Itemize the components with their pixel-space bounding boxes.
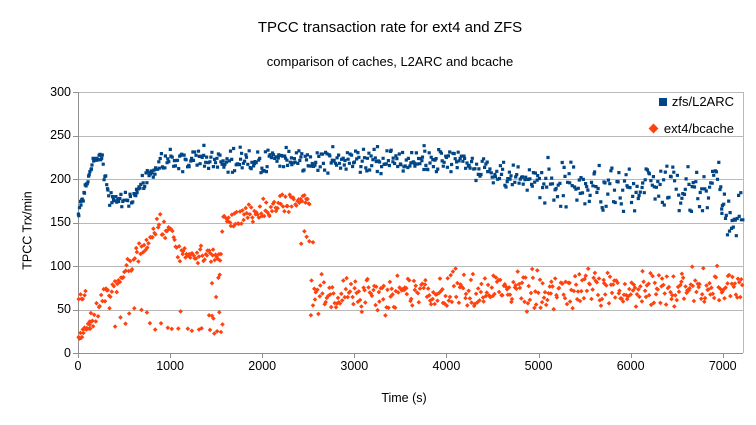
y-axis-title: TPCC Trx/min	[20, 191, 35, 270]
y-tick-label-150: 150	[50, 215, 71, 229]
x-tick-label-2000: 2000	[248, 359, 277, 373]
chart-subtitle: comparison of caches, L2ARC and bcache	[266, 54, 514, 69]
zfs-square-marker-icon	[658, 97, 667, 106]
x-axis-title: Time (s)	[381, 391, 427, 405]
chart-title: TPCC transaction rate for ext4 and ZFS	[257, 19, 523, 36]
x-tick-label-3000: 3000	[340, 359, 369, 373]
legend-entry-zfs: zfs/L2ARC	[560, 94, 734, 109]
legend-label-zfs: zfs/L2ARC	[671, 94, 734, 109]
x-tick-label-4000: 4000	[432, 359, 461, 373]
y-tick-label-300: 300	[50, 84, 71, 99]
x-tick-label-6000: 6000	[616, 359, 645, 373]
legend-label-ext4: ext4/bcache	[663, 121, 734, 136]
x-tick-label-7000: 7000	[708, 359, 737, 373]
x-tick-label-0: 0	[74, 359, 82, 373]
y-tick-label-200: 200	[50, 171, 71, 186]
x-tick-label-1000: 1000	[156, 359, 184, 373]
y-tick-label-100: 100	[50, 258, 71, 273]
legend-entry-ext4: ext4/bcache	[560, 121, 734, 136]
y-tick-label-50: 50	[57, 302, 71, 316]
ext4-diamond-marker-icon	[648, 123, 659, 134]
x-tick-label-5000: 5000	[524, 359, 553, 373]
y-tick-label-250: 250	[50, 128, 71, 142]
zfs-l2arc-points	[76, 143, 745, 238]
y-tick-label-0: 0	[64, 345, 71, 360]
